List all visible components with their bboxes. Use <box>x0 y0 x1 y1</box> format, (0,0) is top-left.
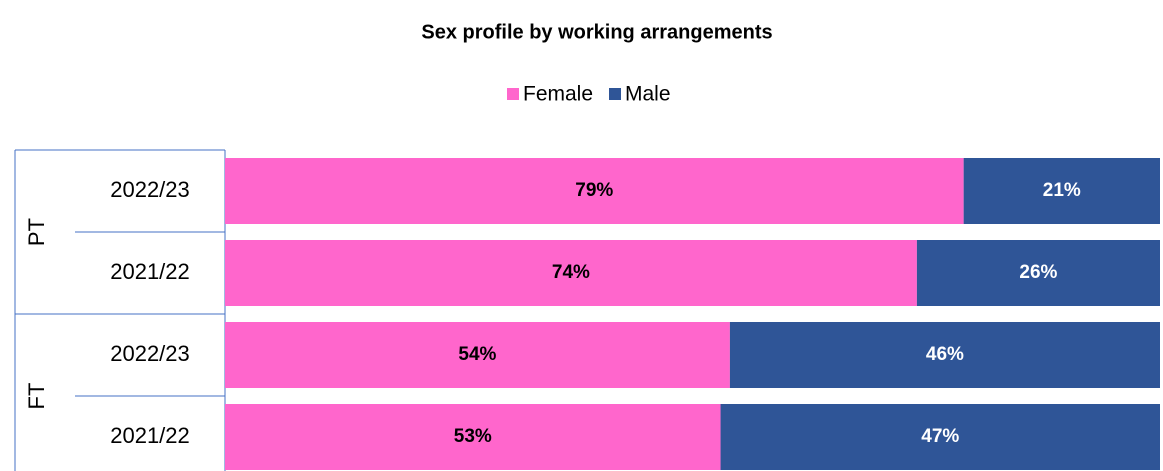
data-label: 21% <box>1043 180 1081 201</box>
category-label: 2021/22 <box>110 423 190 448</box>
data-label: 74% <box>552 262 590 283</box>
bar-segment <box>720 404 1160 470</box>
data-label: 79% <box>575 180 613 201</box>
category-label: 2022/23 <box>110 177 190 202</box>
bar-segment <box>225 404 721 470</box>
bar-segment <box>225 240 917 306</box>
bar-segment <box>225 158 964 224</box>
chart-title: Sex profile by working arrangements <box>421 21 772 43</box>
bar-segment <box>963 158 1160 224</box>
data-label: 47% <box>921 426 959 447</box>
group-label: PT <box>24 218 49 246</box>
group-label: FT <box>24 383 49 410</box>
data-label: 53% <box>454 426 492 447</box>
legend-swatch <box>507 88 519 100</box>
legend-label: Male <box>625 83 671 106</box>
bar-segment <box>729 322 1160 388</box>
data-label: 46% <box>926 344 964 365</box>
data-label: 26% <box>1019 262 1057 283</box>
data-label: 54% <box>458 344 496 365</box>
bar-segment <box>225 322 730 388</box>
category-label: 2022/23 <box>110 341 190 366</box>
bar-segment <box>916 240 1160 306</box>
legend-swatch <box>609 88 621 100</box>
category-label: 2021/22 <box>110 259 190 284</box>
legend-label: Female <box>523 83 593 106</box>
